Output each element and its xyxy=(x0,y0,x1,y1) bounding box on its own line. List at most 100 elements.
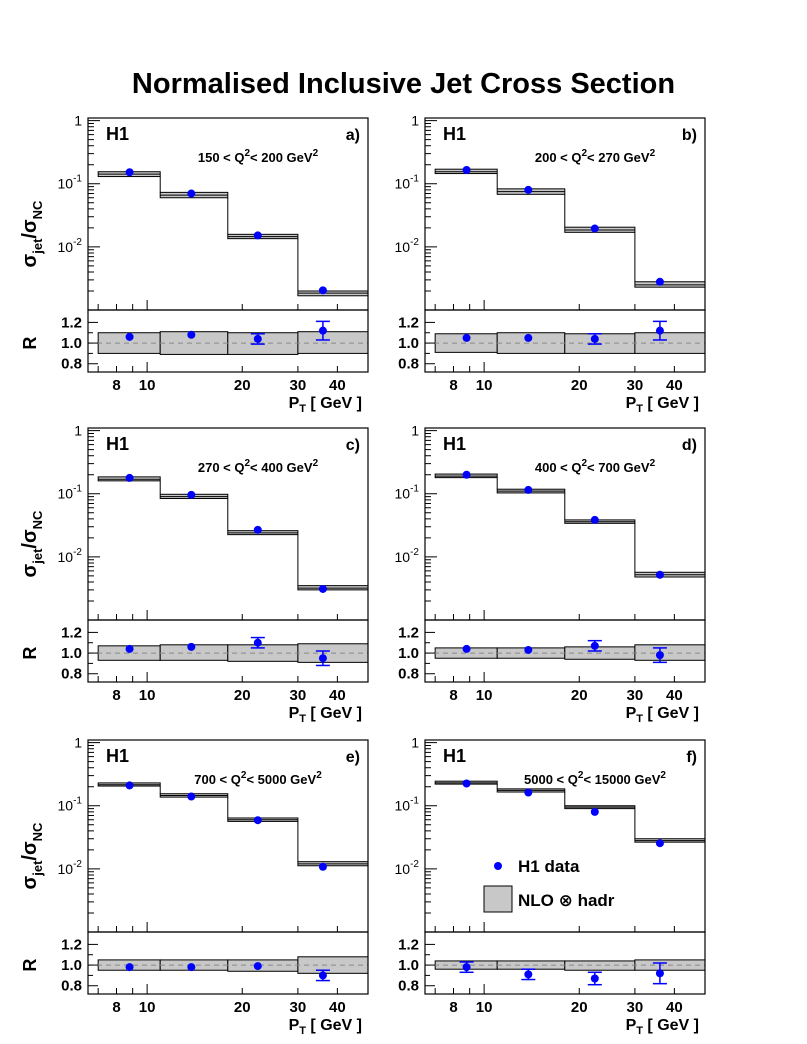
data-point xyxy=(655,839,664,848)
x-tick-label: 10 xyxy=(476,687,493,704)
y-tick-label: 1 xyxy=(411,735,419,751)
experiment-tag: H1 xyxy=(443,746,466,766)
ratio-point xyxy=(590,334,599,343)
ratio-point xyxy=(655,969,664,978)
ratio-point xyxy=(187,642,196,651)
ratio-tick-label: 1.2 xyxy=(61,624,82,641)
experiment-tag: H1 xyxy=(106,124,129,144)
ratio-point xyxy=(590,974,599,983)
y-tick-label: 10-1 xyxy=(395,174,420,192)
y-tick-label: 10-1 xyxy=(58,484,83,502)
ratio-point xyxy=(524,645,533,654)
panel-letter: b) xyxy=(682,127,697,144)
x-tick-label: 20 xyxy=(571,999,588,1016)
ratio-plot-frame xyxy=(424,619,706,683)
ratio-band-bin xyxy=(227,959,299,972)
ratio-point xyxy=(524,970,533,979)
x-tick-label: 40 xyxy=(666,687,683,704)
y-tick-label: 1 xyxy=(74,735,82,751)
panel-letter: d) xyxy=(682,437,697,454)
panel-letter: f) xyxy=(686,749,697,766)
x-tick-label: 20 xyxy=(571,687,588,704)
x-tick-label: 30 xyxy=(290,687,307,704)
data-point xyxy=(462,779,471,788)
ratio-tick-label: 0.8 xyxy=(398,356,419,373)
ratio-tick-label: 1.2 xyxy=(398,624,419,641)
data-point xyxy=(125,781,134,790)
ratio-point xyxy=(253,638,262,647)
ratio-point xyxy=(318,326,327,335)
ratio-tick-label: 1.0 xyxy=(398,335,419,352)
y-tick-label: 10-1 xyxy=(395,484,420,502)
ratio-point xyxy=(318,654,327,663)
ratio-axis-label: R xyxy=(20,337,40,350)
x-tick-label: 40 xyxy=(329,687,346,704)
q2-range-label: 5000 < Q2< 15000 GeV2 xyxy=(524,770,666,787)
ratio-plot-frame xyxy=(424,309,706,373)
legend-model-label: NLO ⊗ hadr xyxy=(518,891,615,910)
x-tick-label: 40 xyxy=(329,999,346,1016)
x-tick-label: 30 xyxy=(290,377,307,394)
x-tick-label: 8 xyxy=(112,999,120,1016)
ratio-point xyxy=(125,644,134,653)
ratio-point xyxy=(655,651,664,660)
ratio-tick-label: 1.2 xyxy=(61,936,82,953)
x-tick-label: 30 xyxy=(290,999,307,1016)
ratio-plot-frame xyxy=(424,931,706,995)
panel-letter: e) xyxy=(346,749,360,766)
upper-plot-frame xyxy=(87,739,369,933)
x-tick-label: 8 xyxy=(449,999,457,1016)
ratio-point xyxy=(187,963,196,972)
ratio-point xyxy=(462,333,471,342)
upper-plot-frame xyxy=(424,427,706,621)
ratio-tick-label: 1.2 xyxy=(398,314,419,331)
y-tick-label: 10-2 xyxy=(395,547,420,565)
data-point xyxy=(187,792,196,801)
x-tick-label: 20 xyxy=(234,999,251,1016)
y-axis-label: σjet/σNC xyxy=(19,200,45,267)
y-tick-label: 10-2 xyxy=(395,237,420,255)
data-point xyxy=(253,231,262,240)
data-point xyxy=(524,788,533,797)
x-tick-label: 8 xyxy=(112,687,120,704)
y-tick-label: 10-2 xyxy=(58,237,83,255)
ratio-point xyxy=(253,962,262,971)
ratio-point xyxy=(253,334,262,343)
x-tick-label: 20 xyxy=(571,377,588,394)
panel-letter: c) xyxy=(346,437,360,454)
ratio-tick-label: 1.2 xyxy=(61,314,82,331)
data-point xyxy=(253,525,262,534)
data-point xyxy=(318,862,327,871)
data-point xyxy=(590,515,599,524)
x-tick-label: 40 xyxy=(666,999,683,1016)
y-tick-label: 10-1 xyxy=(395,796,420,814)
x-tick-label: 20 xyxy=(234,377,251,394)
panel-letter: a) xyxy=(346,127,360,144)
x-tick-label: 30 xyxy=(627,999,644,1016)
data-point xyxy=(253,816,262,825)
x-tick-label: 10 xyxy=(139,687,156,704)
data-point xyxy=(318,286,327,295)
data-point xyxy=(462,470,471,479)
figure-title: Normalised Inclusive Jet Cross Section xyxy=(131,68,676,100)
x-axis-label: PT [ GeV ] xyxy=(626,395,699,415)
ratio-tick-label: 1.0 xyxy=(398,645,419,662)
x-axis-label: PT [ GeV ] xyxy=(626,1017,699,1037)
x-axis-label: PT [ GeV ] xyxy=(289,395,362,415)
data-point xyxy=(318,584,327,593)
ratio-point xyxy=(125,332,134,341)
x-tick-label: 8 xyxy=(112,377,120,394)
y-tick-label: 1 xyxy=(74,113,82,129)
ratio-point xyxy=(590,641,599,650)
ratio-plot-frame xyxy=(87,931,369,995)
ratio-point xyxy=(318,971,327,980)
x-tick-label: 10 xyxy=(139,999,156,1016)
q2-range-label: 200 < Q2< 270 GeV2 xyxy=(535,148,656,165)
data-point xyxy=(187,490,196,499)
experiment-tag: H1 xyxy=(443,124,466,144)
ratio-point xyxy=(524,333,533,342)
